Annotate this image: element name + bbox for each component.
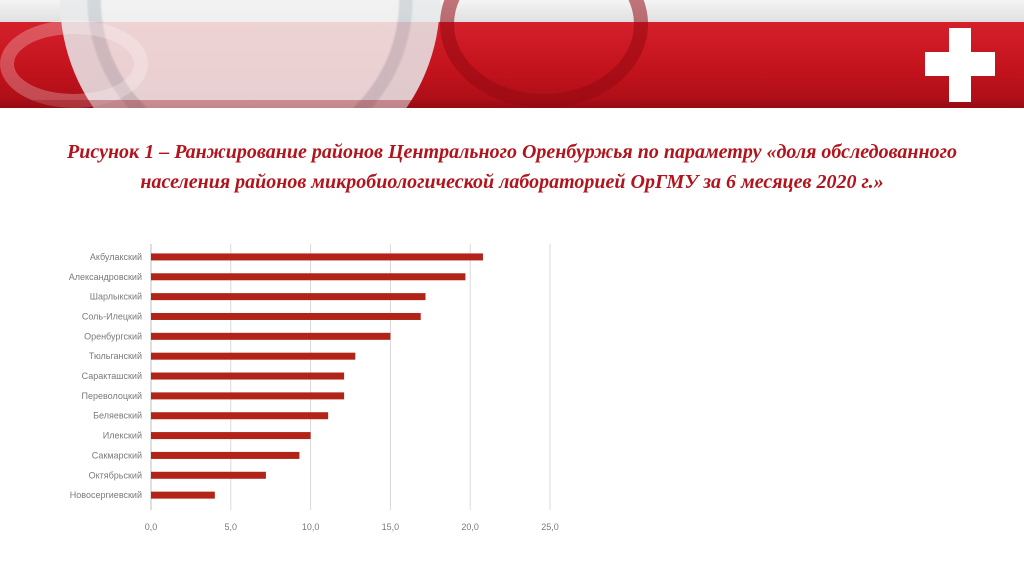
stethoscope-tube-image (0, 20, 148, 108)
category-label: Соль-Илецкий (82, 311, 142, 321)
category-label: Переволоцкий (82, 391, 142, 401)
x-tick-label: 0,0 (145, 522, 158, 532)
x-tick-label: 20,0 (461, 522, 479, 532)
category-label: Оренбургский (84, 331, 142, 341)
bar (151, 392, 345, 400)
chart-bars (151, 253, 483, 499)
x-tick-label: 5,0 (225, 522, 238, 532)
category-label: Акбулакский (90, 252, 142, 262)
bar (151, 273, 466, 281)
banner-shadow (0, 100, 1024, 108)
category-labels: Акбулакский Александровский Шарлыкский Соль… (69, 252, 142, 500)
bar (151, 253, 483, 261)
category-label: Тюльганский (89, 351, 142, 361)
x-tick-label: 15,0 (382, 522, 400, 532)
bar-chart: Акбулакский Александровский Шарлыкский Соль… (69, 244, 559, 532)
x-tick-label: 10,0 (302, 522, 320, 532)
bar (151, 412, 329, 420)
bar (151, 293, 426, 301)
slide-title: Рисунок 1 – Ранжирование районов Централ… (67, 141, 957, 193)
medical-cross-icon (925, 52, 995, 76)
x-axis-ticks: 0,0 5,0 10,0 15,0 20,0 25,0 (145, 522, 559, 532)
bar (151, 451, 300, 459)
category-label: Александровский (69, 272, 142, 282)
category-label: Шарлыкский (90, 292, 142, 302)
category-label: Октябрьский (89, 470, 142, 480)
category-label: Беляевский (93, 411, 142, 421)
bar (151, 312, 421, 320)
category-label: Новосергиевский (70, 490, 142, 500)
bar (151, 372, 345, 380)
category-label: Сакмарский (92, 450, 142, 460)
bar (151, 352, 356, 360)
category-label: Илекский (103, 431, 142, 441)
x-tick-label: 25,0 (541, 522, 559, 532)
header-banner (0, 0, 1024, 108)
bar (151, 471, 266, 479)
category-label: Саракташский (82, 371, 142, 381)
bar (151, 432, 311, 440)
bar (151, 332, 391, 340)
bar (151, 491, 215, 499)
